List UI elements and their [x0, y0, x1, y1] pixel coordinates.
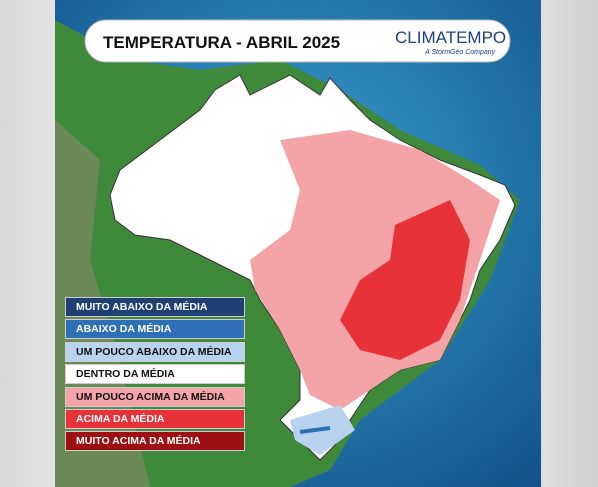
legend-item: MUITO ACIMA DA MÉDIA	[65, 431, 245, 452]
below-strip	[299, 426, 331, 434]
well-above-area	[340, 200, 470, 360]
legend-item: MUITO ABAIXO DA MÉDIA	[65, 297, 245, 317]
title: TEMPERATURA - ABRIL 2025	[103, 33, 340, 52]
legend-item: DENTRO DA MÉDIA	[65, 364, 245, 385]
legend-item: UM POUCO ACIMA DA MÉDIA	[65, 386, 245, 407]
title-pill	[84, 19, 511, 63]
brand: CLIMATEMPO	[395, 28, 506, 47]
legend: MUITO ABAIXO DA MÉDIA ABAIXO DA MÉDIA UM P…	[65, 297, 245, 454]
legend-item: ACIMA DA MÉDIA	[65, 408, 245, 429]
brand-tagline: A StormGeo Company	[424, 49, 496, 56]
legend-item: UM POUCO ABAIXO DA MÉDIA	[65, 341, 245, 362]
legend-item: ABAIXO DA MÉDIA	[65, 319, 245, 340]
